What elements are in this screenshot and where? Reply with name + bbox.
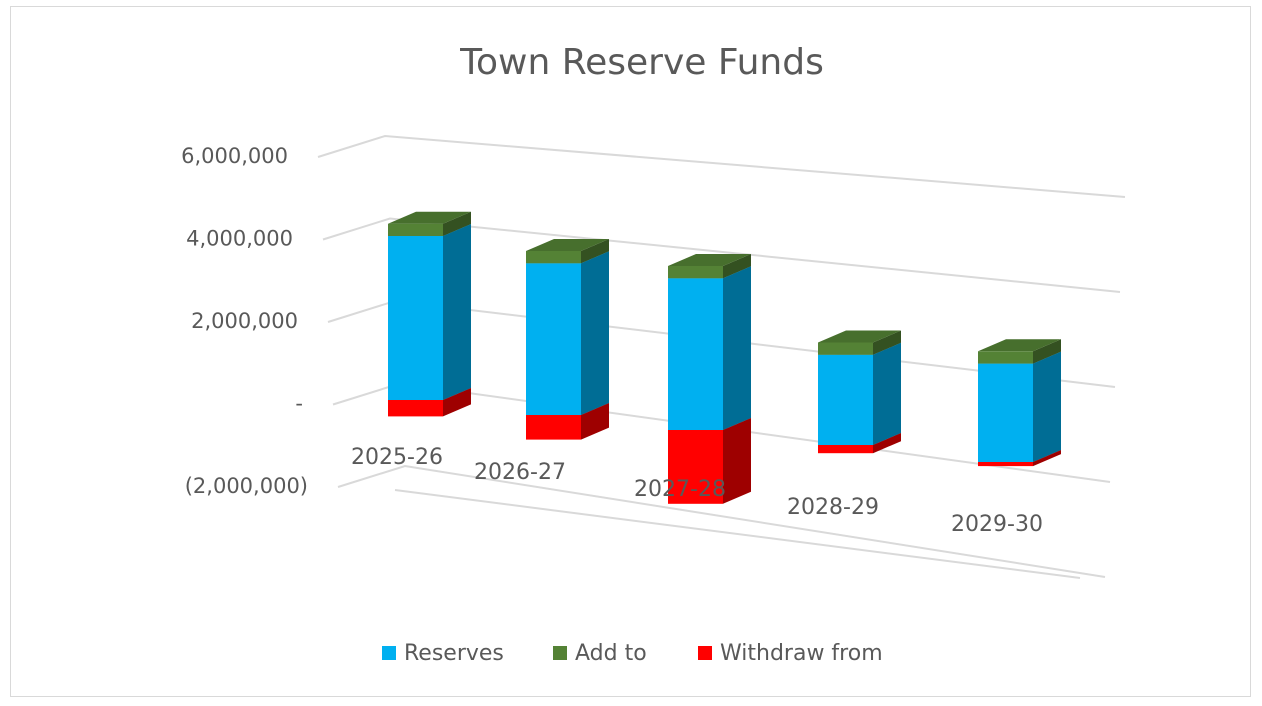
bar-side xyxy=(581,239,609,264)
bar-side xyxy=(873,433,901,454)
bar-side xyxy=(581,403,609,440)
legend-swatch xyxy=(698,646,712,660)
grid-line xyxy=(322,217,1121,293)
bar xyxy=(526,415,581,440)
x-tick-label: 2025-26 xyxy=(351,445,443,470)
y-tick-label: - xyxy=(295,392,303,416)
x-tick-label: 2026-27 xyxy=(474,460,566,485)
grid-line xyxy=(337,464,1106,578)
bar-side xyxy=(723,418,751,504)
chart-title: Town Reserve Funds xyxy=(459,42,824,83)
bar xyxy=(978,351,1033,364)
bar xyxy=(978,462,1033,467)
bar-top xyxy=(818,330,901,343)
bar-side xyxy=(723,254,751,279)
chart-frame xyxy=(10,6,1251,697)
floor-edge xyxy=(394,489,1081,579)
bar xyxy=(818,342,873,355)
bar xyxy=(526,251,581,264)
bar-top xyxy=(526,239,609,251)
bar xyxy=(818,445,873,454)
bar-side xyxy=(1033,351,1061,462)
x-tick-label: 2029-30 xyxy=(951,512,1043,537)
bar-top xyxy=(668,254,751,266)
bar xyxy=(818,354,873,445)
bar-side xyxy=(443,211,471,236)
bar xyxy=(388,223,443,236)
x-tick-label: 2028-29 xyxy=(787,495,879,520)
y-tick-label: 4,000,000 xyxy=(186,227,293,251)
y-tick-label: 6,000,000 xyxy=(181,144,288,168)
legend-label: Add to xyxy=(575,641,647,666)
bar xyxy=(978,363,1033,462)
bar-top xyxy=(978,339,1061,352)
bar-side xyxy=(1033,450,1061,467)
legend-label: Reserves xyxy=(404,641,504,666)
bar xyxy=(388,400,443,417)
bar xyxy=(668,266,723,279)
bar-side xyxy=(873,342,901,445)
bar-side xyxy=(443,224,471,400)
legend-swatch xyxy=(553,646,567,660)
bar-side xyxy=(723,266,751,430)
bar-side xyxy=(581,251,609,415)
bar xyxy=(526,263,581,415)
bar-side xyxy=(873,330,901,355)
bar-side xyxy=(1033,339,1061,364)
y-tick-label: 2,000,000 xyxy=(191,309,298,333)
bar-top xyxy=(388,211,471,224)
bar xyxy=(668,278,723,430)
bar xyxy=(668,430,723,504)
legend-label: Withdraw from xyxy=(720,641,883,666)
y-tick-label: (2,000,000) xyxy=(185,474,308,498)
bar xyxy=(388,236,443,400)
legend-swatch xyxy=(382,646,396,660)
grid-line xyxy=(317,134,1126,198)
bar-side xyxy=(443,388,471,417)
x-tick-label: 2027-28 xyxy=(634,477,726,502)
